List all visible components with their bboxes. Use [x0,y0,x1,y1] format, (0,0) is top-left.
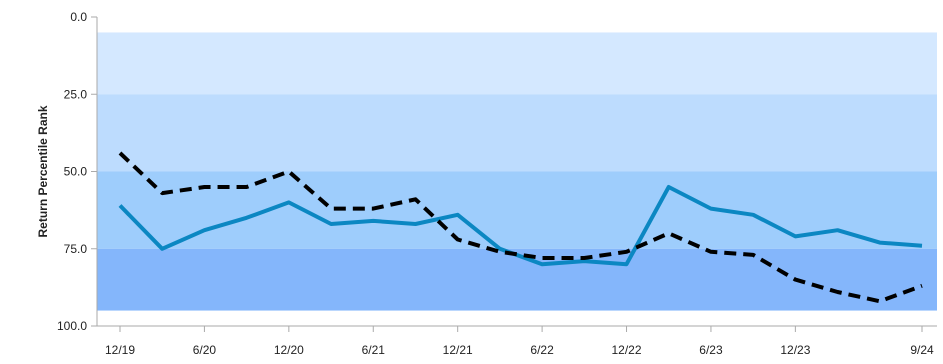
y-axis-title: Return Percentile Rank [36,105,50,237]
x-tick-label: 9/24 [910,343,934,357]
quartile-bands [97,32,937,311]
x-tick-label: 12/22 [612,343,642,357]
y-tick-label: 50.0 [64,165,88,179]
quartile-band-4 [97,248,937,311]
x-tick-label: 6/20 [193,343,217,357]
x-tick-label: 6/22 [530,343,554,357]
series-line-1 [118,185,923,267]
series-lines [118,151,923,304]
y-ticks: 0.0 25.0 50.0 75.0 100.0 [57,10,97,333]
x-tick-label: 12/19 [105,343,135,357]
y-tick-label: 100.0 [57,319,87,333]
x-tick-label: 12/23 [780,343,810,357]
x-tick-label: 6/23 [699,343,723,357]
quartile-band-1 [97,32,937,95]
x-tick-label: 12/21 [443,343,473,357]
quartile-band-2 [97,94,937,172]
quartile-band-3 [97,171,937,249]
y-tick-label: 0.0 [70,10,87,24]
x-tick-label: 12/20 [274,343,304,357]
y-tick-label: 75.0 [64,242,88,256]
x-ticks: 12/19 6/20 12/20 6/21 12/21 6/22 12/22 6/23 12/2… [105,326,934,357]
y-tick-label: 25.0 [64,87,88,101]
x-tick-label: 6/21 [362,343,386,357]
